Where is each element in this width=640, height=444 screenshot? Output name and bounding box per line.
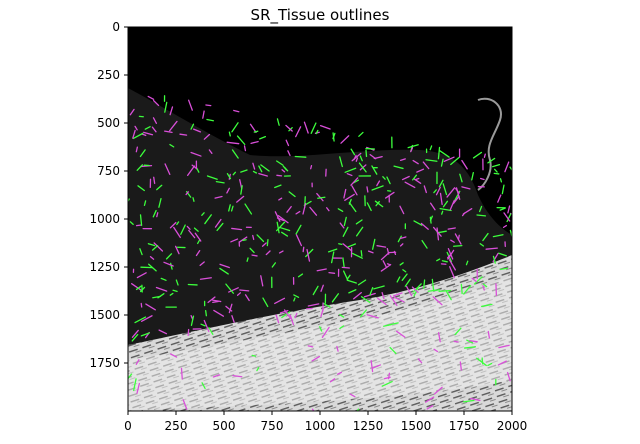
x-tick-label: 750	[261, 419, 284, 433]
tissue-image	[123, 27, 518, 415]
x-tick-label: 1500	[401, 419, 432, 433]
y-tick-label: 250	[97, 68, 120, 82]
x-tick-label: 0	[124, 419, 132, 433]
y-tick-label: 1250	[89, 260, 120, 274]
y-axis: 0 250 500 750 1000 1250 1500 1750	[89, 20, 128, 370]
x-tick-label: 1250	[353, 419, 384, 433]
x-axis: 0 250 500 750 1000 1250 1500 1750 2000	[124, 411, 527, 433]
y-tick-label: 1500	[89, 308, 120, 322]
y-tick-label: 500	[97, 116, 120, 130]
x-tick-label: 2000	[497, 419, 528, 433]
x-tick-label: 500	[213, 419, 236, 433]
figure-title: SR_Tissue outlines	[251, 6, 390, 25]
y-tick-label: 1000	[89, 212, 120, 226]
y-tick-label: 1750	[89, 356, 120, 370]
x-tick-label: 1750	[449, 419, 480, 433]
y-tick-label: 750	[97, 164, 120, 178]
x-tick-label: 250	[165, 419, 188, 433]
x-tick-label: 1000	[305, 419, 336, 433]
y-tick-label: 0	[112, 20, 120, 34]
